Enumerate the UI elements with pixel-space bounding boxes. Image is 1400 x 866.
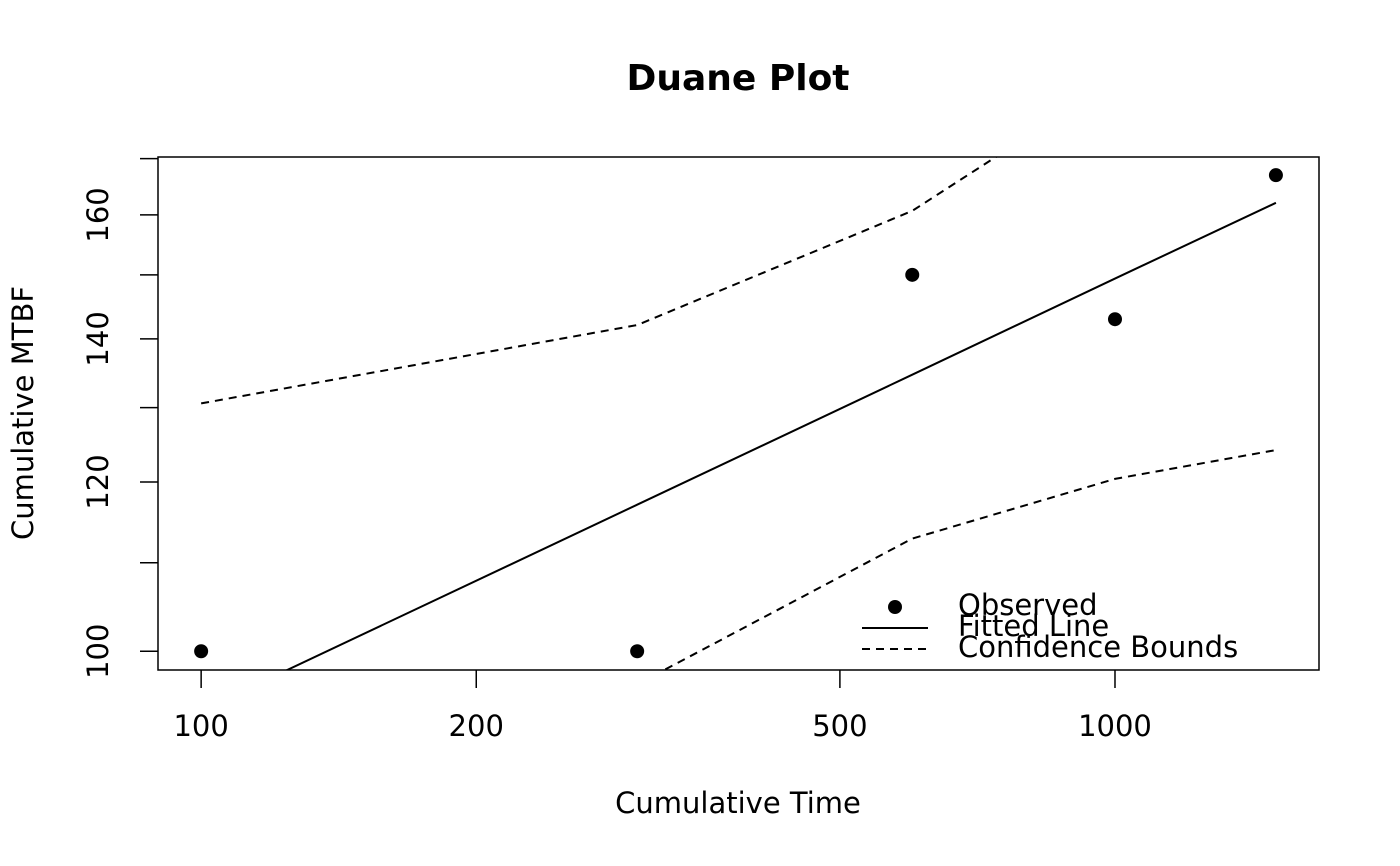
x-tick-label: 500: [812, 709, 867, 743]
data-point: [194, 644, 209, 659]
legend-label: Confidence Bounds: [958, 630, 1238, 664]
data-point: [905, 267, 920, 282]
x-tick-label: 1000: [1078, 709, 1152, 743]
legend-label: Fitted Line: [958, 609, 1109, 643]
legend-label: Observed: [958, 588, 1098, 622]
chart-title: Duane Plot: [626, 58, 849, 99]
x-axis-label: Cumulative Time: [615, 786, 861, 820]
x-tick-label: 100: [173, 709, 228, 743]
data-point: [630, 644, 645, 659]
data-point: [1107, 312, 1122, 327]
y-tick-label: 140: [81, 311, 115, 366]
series-line: [284, 201, 1277, 670]
x-tick-label: 200: [449, 709, 504, 743]
y-tick-label: 160: [81, 187, 115, 242]
data-point: [1268, 168, 1283, 183]
plot-area: [194, 157, 1283, 670]
legend-symbol: [888, 600, 902, 614]
y-tick-label: 120: [81, 454, 115, 509]
plot-frame: [157, 156, 1320, 671]
y-tick-label: 100: [81, 624, 115, 679]
y-axis-label: Cumulative MTBF: [6, 286, 40, 540]
series-line: [200, 157, 998, 405]
